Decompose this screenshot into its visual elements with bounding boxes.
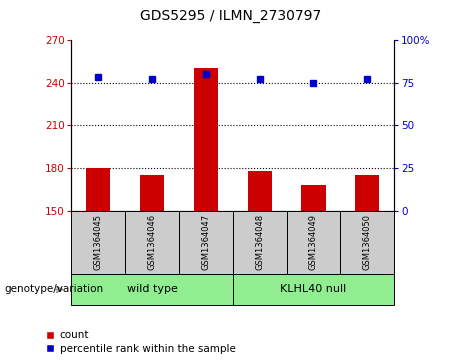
Bar (86, 168, 111, 211)
Legend: count, percentile rank within the sample: count, percentile rank within the sample (42, 326, 240, 358)
Text: genotype/variation: genotype/variation (5, 285, 104, 294)
Bar (233, 211, 287, 274)
Text: GDS5295 / ILMN_2730797: GDS5295 / ILMN_2730797 (140, 9, 321, 23)
Bar (340, 211, 394, 274)
Bar (125, 211, 179, 274)
Bar (194, 68, 218, 211)
Text: GSM1364050: GSM1364050 (363, 214, 372, 270)
Text: GSM1364046: GSM1364046 (148, 214, 157, 270)
Bar (355, 175, 379, 211)
Bar (71, 274, 233, 305)
Bar (287, 211, 340, 274)
Text: GSM1364045: GSM1364045 (94, 214, 103, 270)
Bar (71, 211, 125, 274)
Text: GSM1364049: GSM1364049 (309, 214, 318, 270)
Bar (179, 211, 233, 274)
Text: KLHL40 null: KLHL40 null (280, 285, 347, 294)
Bar (140, 175, 164, 211)
Text: GSM1364048: GSM1364048 (255, 214, 264, 270)
Text: wild type: wild type (127, 285, 177, 294)
Bar (301, 185, 325, 211)
Bar (248, 171, 272, 211)
Bar (233, 274, 394, 305)
Text: GSM1364047: GSM1364047 (201, 214, 210, 270)
